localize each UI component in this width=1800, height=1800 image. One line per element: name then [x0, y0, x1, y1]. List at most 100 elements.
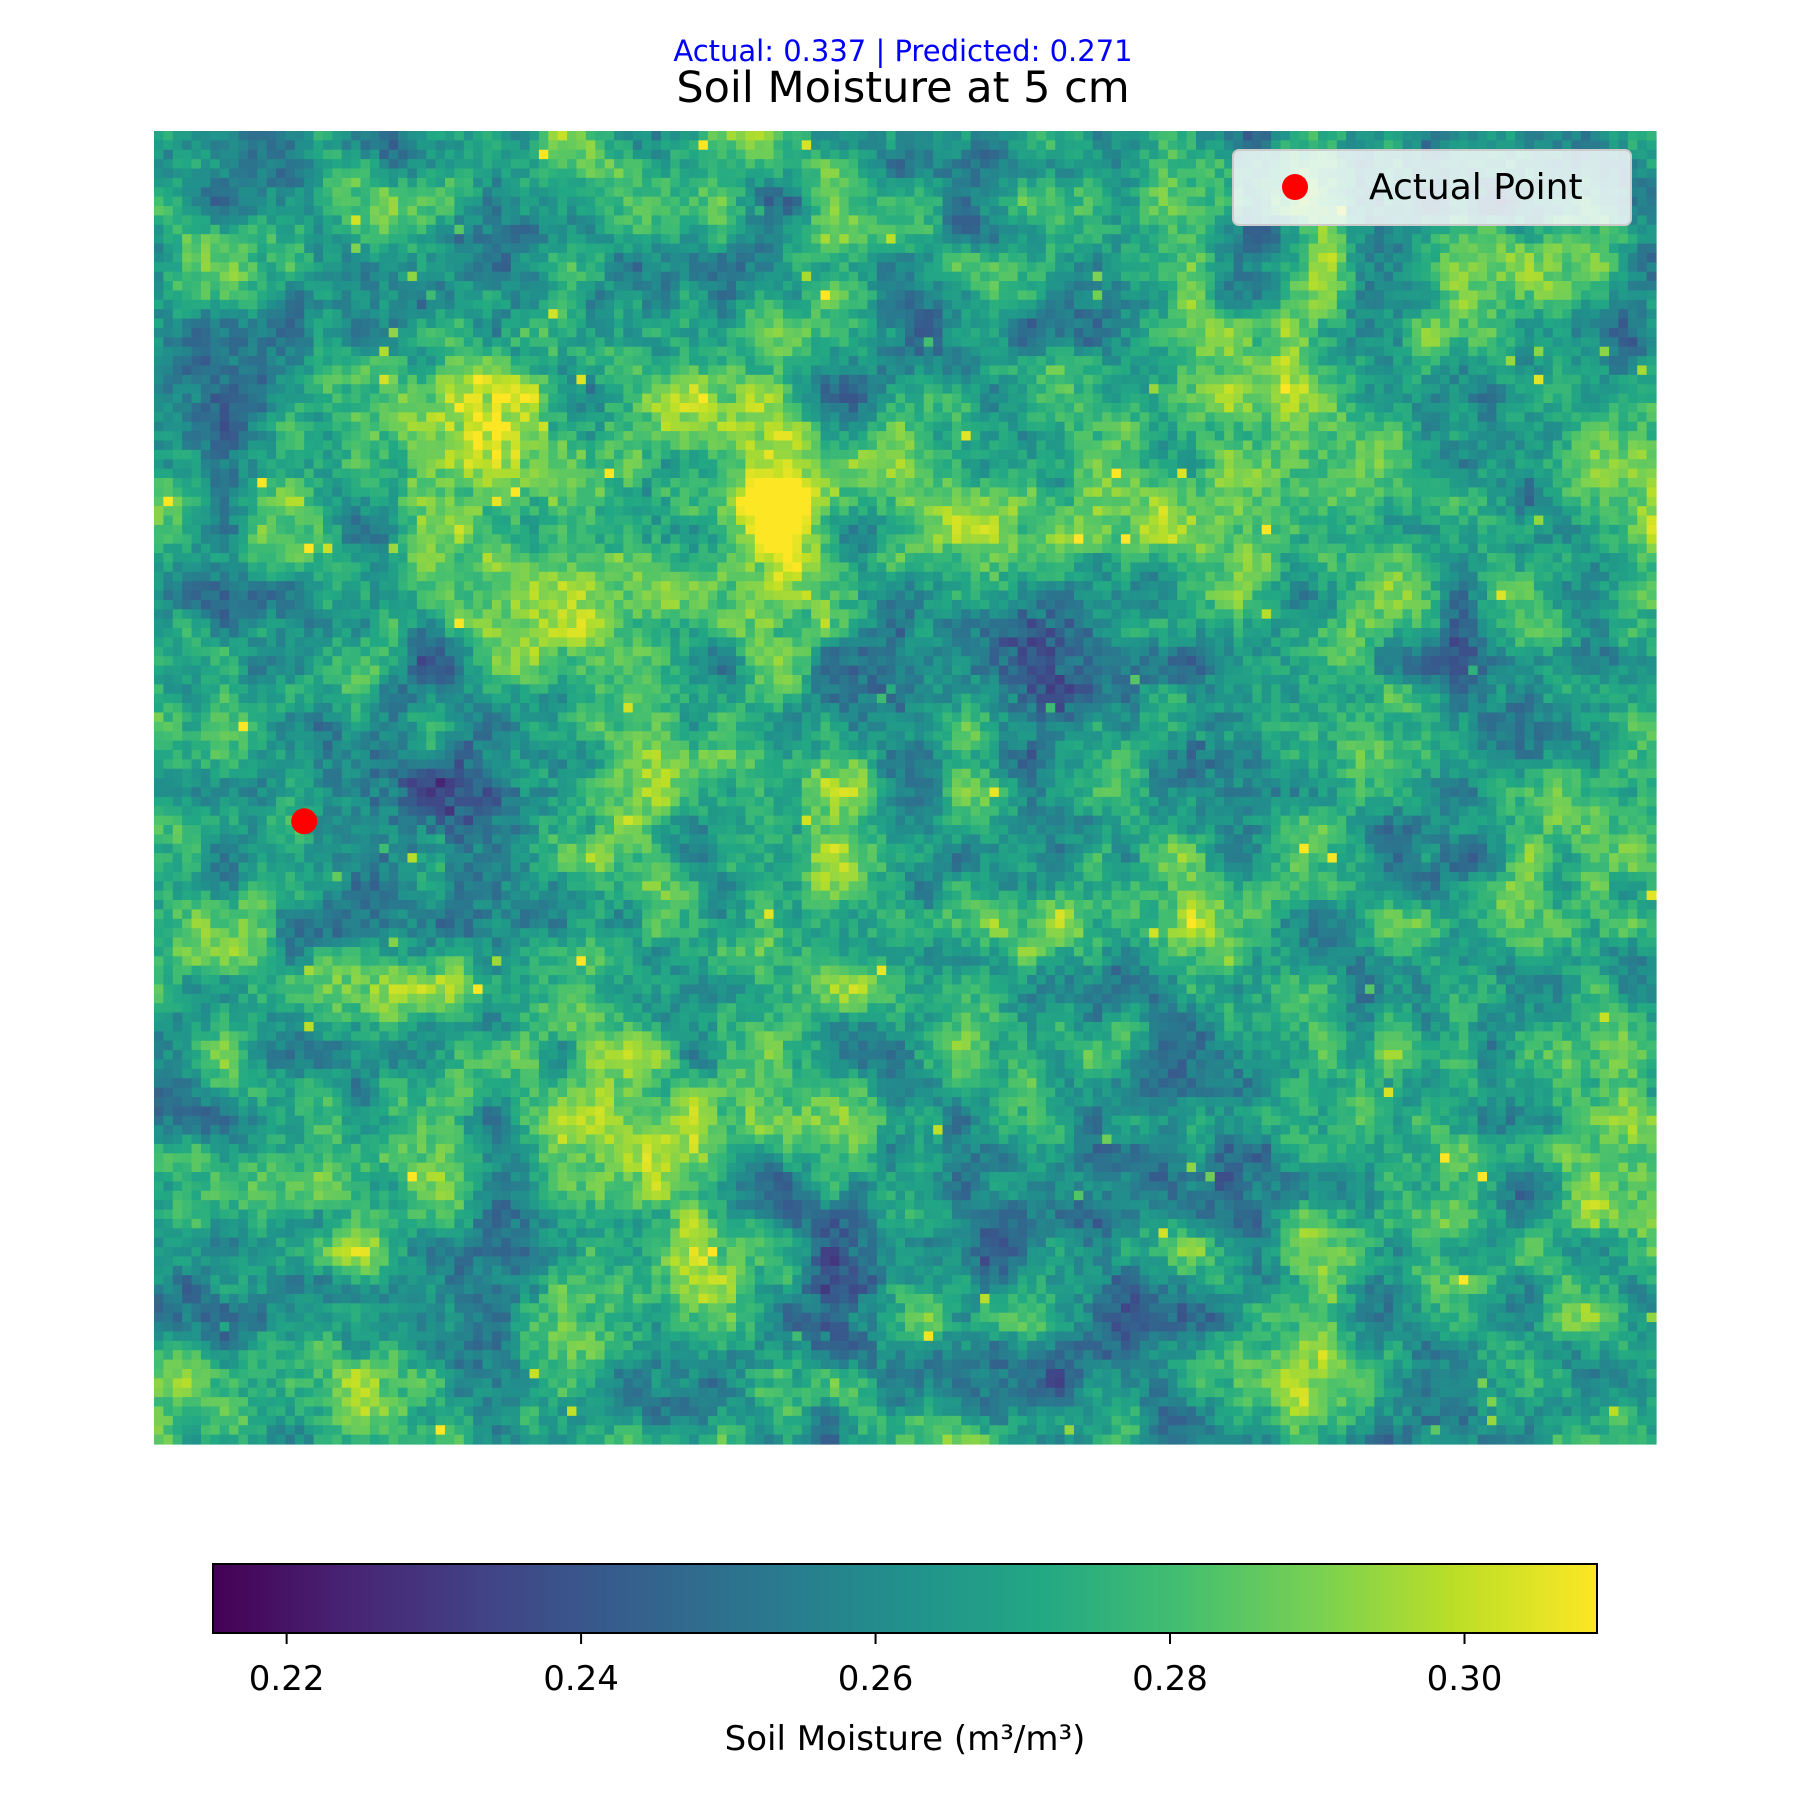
heatmap-cell	[1505, 140, 1516, 151]
heatmap-cell	[679, 224, 690, 235]
heatmap-cell	[219, 140, 230, 151]
heatmap-cell	[1017, 243, 1028, 254]
heatmap-cell	[463, 168, 474, 179]
heatmap-cell	[1505, 243, 1516, 254]
heatmap-cell	[604, 299, 615, 310]
heatmap-cell	[1120, 224, 1131, 235]
heatmap-cell	[1383, 224, 1394, 235]
heatmap-cell	[182, 215, 193, 226]
heatmap-cell	[604, 168, 615, 179]
heatmap-cell	[1505, 252, 1516, 263]
heatmap-cell	[172, 243, 183, 254]
heatmap-cell	[576, 140, 587, 151]
heatmap-cell	[792, 393, 803, 404]
heatmap-cell	[1139, 327, 1150, 338]
heatmap-cell	[548, 224, 559, 235]
heatmap-cell	[1045, 140, 1056, 151]
heatmap-cell	[200, 224, 211, 235]
heatmap-cell	[660, 243, 671, 254]
heatmap-cell	[1449, 402, 1460, 413]
heatmap-cell	[154, 365, 164, 376]
heatmap-cell	[1336, 412, 1347, 423]
heatmap-cell	[510, 262, 521, 273]
heatmap-cell	[895, 309, 906, 320]
heatmap-cell	[782, 281, 793, 292]
heatmap-cell	[632, 262, 643, 273]
heatmap-cell	[1552, 252, 1563, 263]
heatmap-cell	[1562, 337, 1573, 348]
heatmap-cell	[1027, 224, 1038, 235]
heatmap-cell	[1017, 346, 1028, 357]
heatmap-cell	[285, 412, 296, 423]
heatmap-cell	[463, 234, 474, 245]
heatmap-cell	[717, 206, 728, 217]
heatmap-cell	[905, 327, 915, 338]
heatmap-cell	[1609, 271, 1620, 282]
heatmap-cell	[839, 365, 850, 376]
heatmap-cell	[905, 243, 915, 254]
heatmap-cell	[1411, 337, 1422, 348]
heatmap-cell	[1449, 243, 1460, 254]
heatmap-cell	[595, 402, 606, 413]
heatmap-cell	[529, 337, 540, 348]
heatmap-cell	[154, 149, 164, 160]
heatmap-cell	[1543, 252, 1554, 263]
heatmap-cell	[1036, 177, 1047, 188]
heatmap-cell	[322, 271, 333, 282]
heatmap-cell	[407, 168, 418, 179]
heatmap-cell	[1252, 393, 1263, 404]
heatmap-cell	[1205, 346, 1216, 357]
heatmap-cell	[1064, 309, 1075, 320]
heatmap-cell	[773, 177, 784, 188]
heatmap-cell	[895, 131, 906, 141]
heatmap-cell	[341, 384, 352, 395]
heatmap-cell	[238, 131, 249, 141]
heatmap-cell	[1008, 215, 1019, 226]
heatmap-cell	[416, 224, 427, 235]
heatmap-cell	[998, 252, 1009, 263]
heatmap-cell	[229, 262, 240, 273]
heatmap-cell	[1017, 234, 1028, 245]
heatmap-cell	[1130, 290, 1141, 301]
heatmap-cell	[435, 384, 446, 395]
heatmap-cell	[341, 262, 352, 273]
heatmap-cell	[520, 281, 531, 292]
heatmap-cell	[1280, 365, 1291, 376]
heatmap-cell	[1646, 206, 1657, 217]
heatmap-cell	[1355, 224, 1366, 235]
heatmap-cell	[163, 140, 174, 151]
heatmap-cell	[1120, 290, 1131, 301]
heatmap-cell	[1543, 131, 1554, 141]
heatmap-cell	[1130, 215, 1141, 226]
heatmap-cell	[1346, 271, 1357, 282]
heatmap-cell	[660, 262, 671, 273]
heatmap-cell	[595, 318, 606, 329]
heatmap-cell	[463, 159, 474, 170]
heatmap-cell	[238, 393, 249, 404]
heatmap-cell	[811, 149, 822, 160]
heatmap-cell	[604, 393, 615, 404]
heatmap-cell	[1017, 177, 1028, 188]
heatmap-cell	[989, 234, 1000, 245]
heatmap-cell	[1646, 327, 1657, 338]
heatmap-cell	[961, 177, 972, 188]
heatmap-cell	[933, 281, 944, 292]
heatmap-cell	[313, 234, 324, 245]
heatmap-cell	[257, 337, 268, 348]
heatmap-cell	[1130, 187, 1141, 198]
heatmap-cell	[1289, 318, 1300, 329]
heatmap-cell	[454, 187, 465, 198]
heatmap-cell	[1149, 243, 1160, 254]
heatmap-cell	[895, 149, 906, 160]
heatmap-cell	[764, 299, 775, 310]
heatmap-cell	[398, 412, 409, 423]
heatmap-cell	[341, 299, 352, 310]
heatmap-cell	[1308, 140, 1319, 151]
heatmap-cell	[360, 131, 371, 141]
heatmap-cell	[1477, 290, 1488, 301]
heatmap-cell	[1355, 281, 1366, 292]
heatmap-cell	[473, 271, 484, 282]
heatmap-cell	[398, 299, 409, 310]
heatmap-cell	[182, 337, 193, 348]
heatmap-cell	[717, 374, 728, 385]
